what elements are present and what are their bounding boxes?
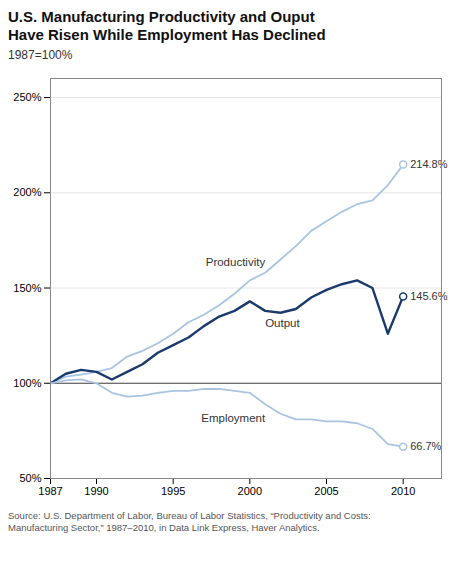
svg-text:Output: Output xyxy=(265,317,300,329)
svg-text:1987: 1987 xyxy=(38,485,62,497)
svg-text:Employment: Employment xyxy=(201,412,266,424)
svg-text:214.8%: 214.8% xyxy=(410,158,448,170)
svg-text:145.6%: 145.6% xyxy=(410,290,448,302)
svg-text:200%: 200% xyxy=(13,186,41,198)
svg-text:1990: 1990 xyxy=(84,485,108,497)
svg-text:150%: 150% xyxy=(13,282,41,294)
svg-text:Productivity: Productivity xyxy=(206,256,266,268)
html-text:U.S. Manufacturing Productivit: U.S. Manufacturing Productivity and Oupu… xyxy=(8,8,326,43)
svg-text:66.7%: 66.7% xyxy=(410,440,441,452)
svg-text:2000: 2000 xyxy=(238,485,262,497)
svg-text:2010: 2010 xyxy=(391,485,415,497)
html-text:Source: U.S. Department of Lab: Source: U.S. Department of Labor, Bureau… xyxy=(8,510,371,534)
svg-text:50%: 50% xyxy=(19,472,41,484)
html-text:1987=100%: 1987=100% xyxy=(8,48,73,62)
svg-text:100%: 100% xyxy=(13,377,41,389)
svg-text:2005: 2005 xyxy=(314,485,338,497)
svg-text:250%: 250% xyxy=(13,91,41,103)
svg-text:1995: 1995 xyxy=(161,485,185,497)
